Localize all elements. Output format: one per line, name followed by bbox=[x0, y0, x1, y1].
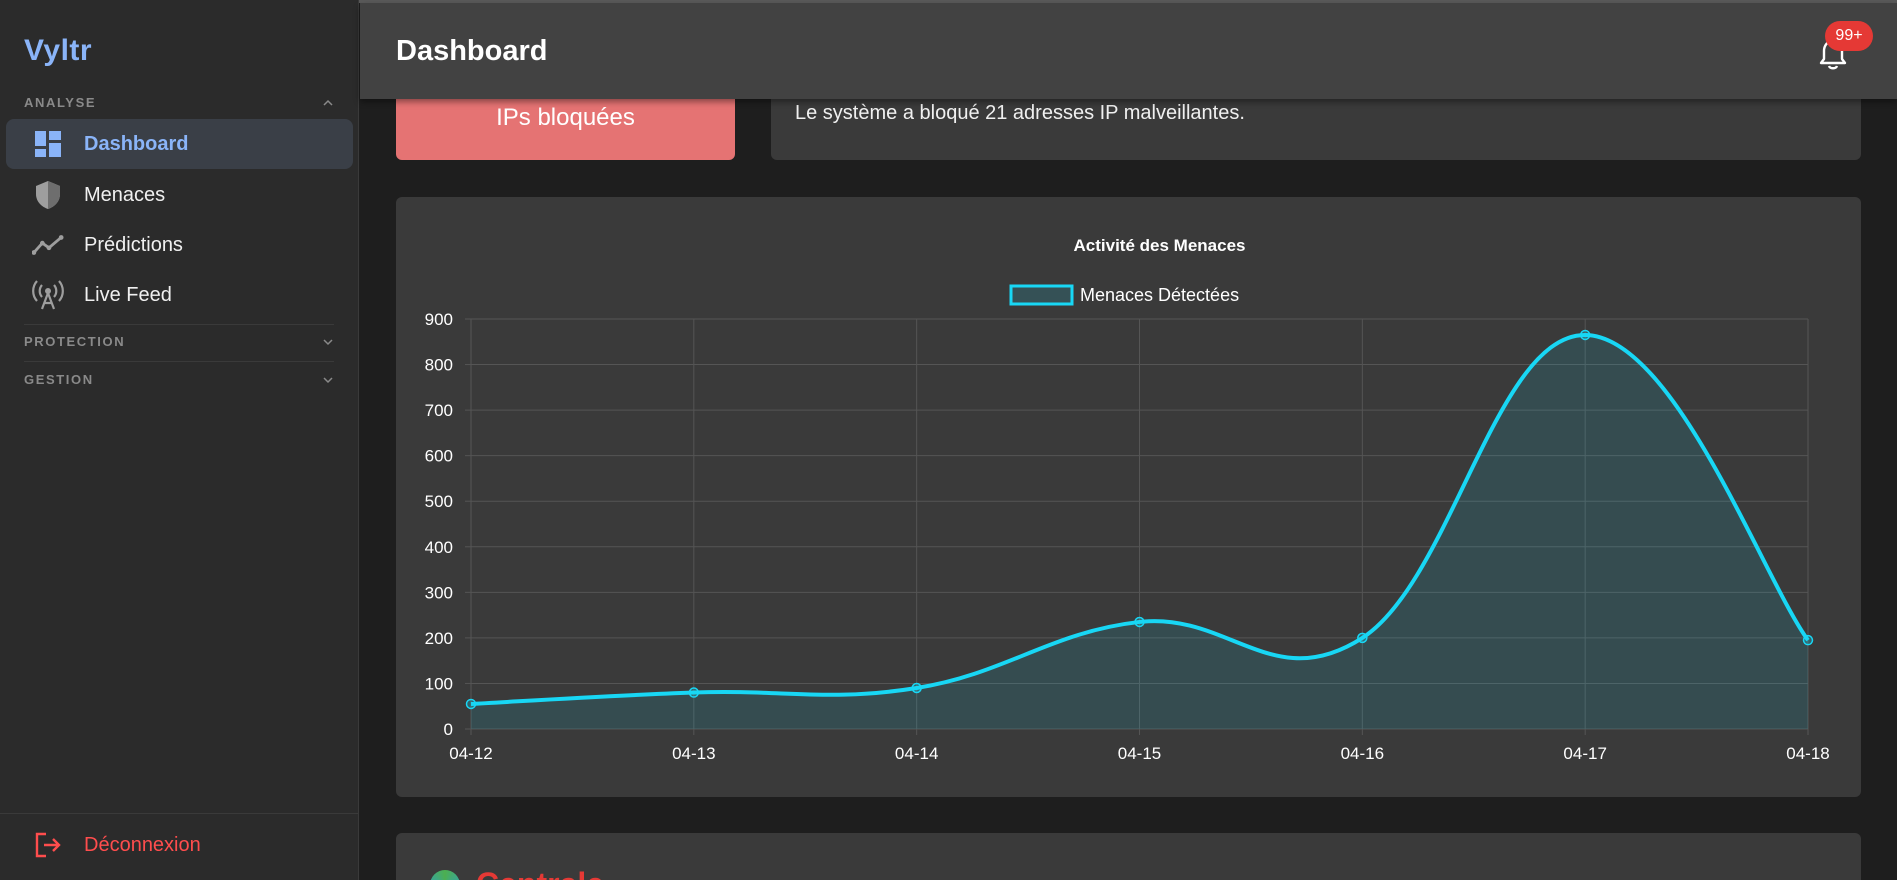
y-tick-label: 700 bbox=[425, 401, 453, 420]
notification-badge: 99+ bbox=[1825, 21, 1873, 51]
sidebar-item-dashboard[interactable]: Dashboard bbox=[6, 119, 353, 169]
legend-label: Menaces Détectées bbox=[1080, 285, 1239, 305]
x-tick-label: 04-15 bbox=[1118, 744, 1161, 763]
y-tick-label: 900 bbox=[425, 310, 453, 329]
x-tick-label: 04-16 bbox=[1341, 744, 1384, 763]
sidebar-item-label: Menaces bbox=[84, 183, 166, 206]
x-tick-label: 04-17 bbox=[1563, 744, 1606, 763]
y-tick-label: 800 bbox=[425, 356, 453, 375]
y-tick-label: 100 bbox=[425, 674, 453, 693]
sidebar-divider bbox=[24, 361, 334, 362]
y-tick-label: 400 bbox=[425, 538, 453, 557]
sidebar-item-predictions[interactable]: Prédictions bbox=[6, 220, 353, 270]
x-tick-label: 04-13 bbox=[672, 744, 715, 763]
chevron-up-icon bbox=[323, 99, 333, 106]
sidebar-divider bbox=[24, 324, 334, 325]
top-header: Dashboard 99+ bbox=[360, 3, 1897, 99]
data-point bbox=[465, 698, 477, 710]
x-tick-label: 04-18 bbox=[1786, 744, 1829, 763]
sidebar-item-live-feed[interactable]: Live Feed bbox=[6, 270, 353, 320]
threat-activity-chart: Activité des Menaces Menaces Détectées 0 10… bbox=[425, 236, 1830, 763]
dashboard-icon bbox=[32, 128, 64, 160]
series-area bbox=[471, 334, 1808, 729]
chevron-down-icon bbox=[323, 338, 333, 345]
chart-title: Activité des Menaces bbox=[1074, 236, 1246, 255]
blocked-message-text: Le système a bloqué 21 adresses IP malve… bbox=[795, 102, 1245, 124]
globe-icon bbox=[430, 870, 460, 880]
sidebar-item-label: Prédictions bbox=[84, 233, 183, 256]
sidebar: Vyltr ANALYSE Dashboard Menaces bbox=[0, 0, 359, 880]
logout-button[interactable]: Déconnexion bbox=[6, 820, 353, 870]
blocked-ips-label: IPs bloquées bbox=[496, 104, 635, 131]
legend-swatch bbox=[1009, 284, 1074, 306]
logout-icon bbox=[32, 829, 64, 861]
trend-icon bbox=[32, 229, 64, 261]
y-tick-label: 300 bbox=[425, 583, 453, 602]
chevron-down-icon bbox=[323, 376, 333, 383]
x-tick-label: 04-14 bbox=[895, 744, 938, 763]
data-point bbox=[688, 687, 700, 698]
y-tick-label: 0 bbox=[444, 720, 453, 739]
section-label: PROTECTION bbox=[24, 334, 126, 349]
sidebar-divider bbox=[0, 813, 358, 814]
sidebar-item-menaces[interactable]: Menaces bbox=[6, 170, 353, 220]
bottom-card: Centrale bbox=[396, 833, 1861, 880]
page-title: Dashboard bbox=[396, 35, 548, 67]
brand-logo[interactable]: Vyltr bbox=[24, 34, 93, 67]
shield-icon bbox=[32, 179, 64, 211]
section-gestion[interactable]: GESTION bbox=[24, 372, 334, 387]
section-label: GESTION bbox=[24, 372, 94, 387]
x-tick-label: 04-12 bbox=[449, 744, 492, 763]
sidebar-item-label: Live Feed bbox=[84, 283, 172, 306]
window-top-edge bbox=[0, 0, 1897, 3]
data-point bbox=[1134, 616, 1145, 628]
antenna-icon bbox=[32, 279, 64, 311]
y-tick-label: 200 bbox=[425, 629, 453, 648]
data-point bbox=[1802, 634, 1814, 646]
section-analyse[interactable]: ANALYSE bbox=[24, 95, 334, 110]
section-protection[interactable]: PROTECTION bbox=[24, 334, 334, 349]
threat-activity-chart-card: Activité des Menaces Menaces Détectées 0 10… bbox=[396, 197, 1861, 797]
bottom-card-title: Centrale bbox=[476, 866, 604, 880]
sidebar-item-label: Dashboard bbox=[84, 132, 189, 155]
series-line bbox=[470, 332, 1810, 706]
data-point bbox=[911, 682, 922, 694]
y-tick-label: 600 bbox=[425, 447, 453, 466]
data-point bbox=[1357, 632, 1368, 644]
section-label: ANALYSE bbox=[24, 95, 97, 110]
y-tick-label: 500 bbox=[425, 492, 453, 511]
logout-label: Déconnexion bbox=[84, 833, 201, 856]
data-point bbox=[1579, 329, 1591, 341]
